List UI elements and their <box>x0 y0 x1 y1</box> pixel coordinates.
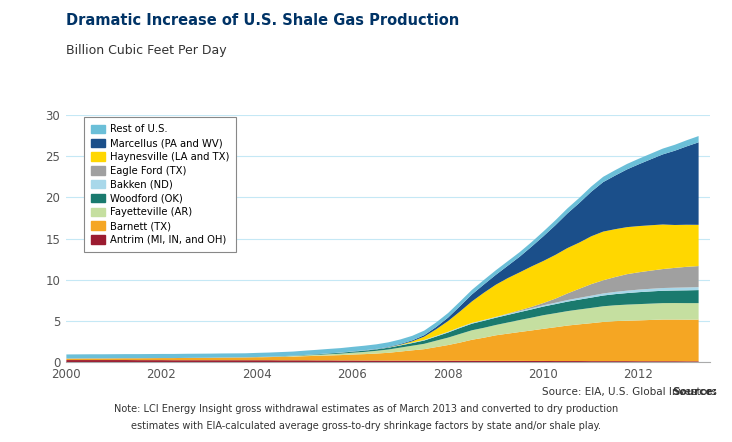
Text: estimates with EIA-calculated average gross-to-dry shrinkage factors by state an: estimates with EIA-calculated average gr… <box>131 421 601 431</box>
Text: Source:: Source: <box>673 387 717 397</box>
Text: Dramatic Increase of U.S. Shale Gas Production: Dramatic Increase of U.S. Shale Gas Prod… <box>66 13 459 28</box>
Legend: Rest of U.S., Marcellus (PA and WV), Haynesville (LA and TX), Eagle Ford (TX), B: Rest of U.S., Marcellus (PA and WV), Hay… <box>83 118 236 252</box>
Text: Note: LCI Energy Insight gross withdrawal estimates as of March 2013 and convert: Note: LCI Energy Insight gross withdrawa… <box>114 404 618 415</box>
Text: Billion Cubic Feet Per Day: Billion Cubic Feet Per Day <box>66 44 226 57</box>
Text: Source: EIA, U.S. Global Investors: Source: EIA, U.S. Global Investors <box>542 387 717 397</box>
